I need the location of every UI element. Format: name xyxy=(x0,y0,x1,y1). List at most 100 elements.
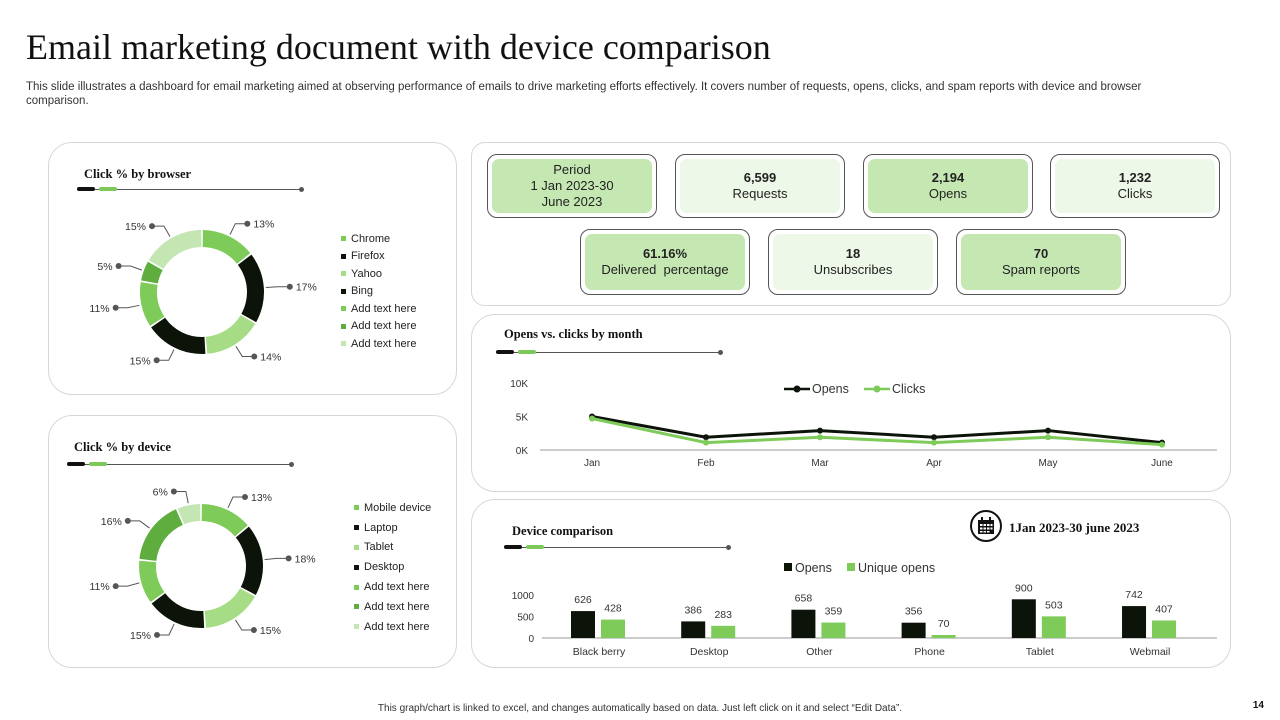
slice-value-label: 6% xyxy=(153,487,168,499)
kpi-delivered-value: 61.16% xyxy=(642,246,688,261)
series-line xyxy=(591,417,1163,447)
donut-slice xyxy=(141,261,163,284)
kpi-spam-label: Spam reports xyxy=(1001,262,1081,277)
leader-line xyxy=(264,557,289,561)
bar-value-label: 503 xyxy=(1045,599,1063,611)
leader-dot xyxy=(154,631,161,638)
leader-dot xyxy=(250,627,257,634)
y-tick-label: 0K xyxy=(516,446,529,457)
legend-item: Add text here xyxy=(354,577,431,597)
x-tick-label: May xyxy=(1039,458,1058,469)
legend-swatch xyxy=(341,341,346,347)
bar xyxy=(901,622,926,638)
page-subtitle: This slide illustrates a dashboard for e… xyxy=(26,81,1142,107)
kpi-period-label: Period xyxy=(553,162,591,177)
y-tick-label: 1000 xyxy=(512,591,535,602)
legend-swatch xyxy=(354,624,359,630)
kpi-requests-value: 6,599 xyxy=(743,170,777,185)
legend-swatch xyxy=(354,564,359,570)
slice-value-label: 14% xyxy=(260,351,281,363)
leader-line xyxy=(157,623,175,636)
bar xyxy=(1011,599,1036,638)
legend-label: Desktop xyxy=(364,561,405,574)
calendar-icon xyxy=(970,510,1002,542)
x-tick-label: Tablet xyxy=(1026,646,1054,658)
bar-value-label: 356 xyxy=(905,606,923,618)
bar-value-label: 900 xyxy=(1015,582,1033,594)
leader-dot xyxy=(124,517,131,524)
x-tick-label: Black berry xyxy=(573,646,626,658)
legend-swatch xyxy=(354,604,359,610)
bar xyxy=(1122,606,1147,638)
legend-swatch xyxy=(784,563,792,571)
opens-clicks-line-chart: 0K 5K 10K Jan Feb Mar Apr May June Opens Clicks xyxy=(510,379,1217,469)
legend-label: Add text here xyxy=(351,320,417,333)
kpi-unsubscribes-value: 18 xyxy=(845,246,861,261)
bar xyxy=(1152,620,1177,638)
bar-value-label: 70 xyxy=(938,618,950,630)
line-point xyxy=(703,439,709,446)
bar-value-label: 359 xyxy=(825,606,843,618)
legend-swatch xyxy=(341,236,346,242)
leader-dot xyxy=(170,488,177,495)
slice-value-label: 13% xyxy=(251,492,272,504)
line-point xyxy=(1045,434,1051,441)
device-comparison-panel: Device comparison 1Jan 2023-30 june 2023… xyxy=(471,499,1231,668)
leader-line xyxy=(118,265,143,271)
device-title-decoration xyxy=(67,461,295,469)
bar xyxy=(711,625,736,638)
donut-slice xyxy=(151,317,206,354)
legend-item: Add text here xyxy=(341,318,416,336)
device-comparison-date: 1Jan 2023-30 june 2023 xyxy=(1009,520,1140,535)
legend-swatch xyxy=(341,288,346,294)
legend-label: Yahoo xyxy=(351,267,382,280)
legend-label: Mobile device xyxy=(364,501,432,514)
legend-label: Opens xyxy=(812,382,849,396)
legend-swatch xyxy=(354,544,359,550)
leader-line xyxy=(115,582,140,587)
x-tick-label: Other xyxy=(806,646,833,658)
leader-dot xyxy=(251,353,258,360)
donut-slice xyxy=(140,282,165,326)
page-title: Email marketing document with device com… xyxy=(26,27,771,67)
line-point xyxy=(931,434,937,441)
bar xyxy=(571,611,595,638)
kpi-panel: Period 1 Jan 2023-30 June 2023 6,599 Req… xyxy=(471,142,1231,306)
line-chart-title: Opens vs. clicks by month xyxy=(504,327,643,341)
slice-value-label: 15% xyxy=(130,355,151,367)
bar xyxy=(681,621,706,638)
legend-label: Add text here xyxy=(351,337,417,350)
leader-line xyxy=(227,496,245,509)
bar-value-label: 407 xyxy=(1155,603,1173,615)
donut-slice xyxy=(139,509,183,561)
kpi-delivered-label: Delivered percentage xyxy=(601,262,729,277)
device-chart-title: Click % by device xyxy=(74,440,171,454)
x-tick-label: Desktop xyxy=(690,646,729,658)
line-title-decoration xyxy=(496,349,724,357)
line-point xyxy=(589,415,595,422)
legend-item: Mobile device xyxy=(354,498,431,518)
kpi-period-end: June 2023 xyxy=(541,194,603,209)
legend-label: Tablet xyxy=(364,541,394,554)
legend-item: Firefox xyxy=(341,248,416,266)
x-tick-label: Mar xyxy=(811,458,829,469)
browser-legend: Chrome Firefox Yahoo Bing Add text here … xyxy=(341,230,416,353)
legend-item: Desktop xyxy=(354,557,431,577)
legend-swatch xyxy=(341,323,346,329)
kpi-period-card: Period 1 Jan 2023-30 June 2023 xyxy=(487,154,657,218)
slice-value-label: 11% xyxy=(89,581,109,593)
series-line xyxy=(591,415,1163,445)
kpi-clicks-value: 1,232 xyxy=(1118,170,1152,185)
leader-dot xyxy=(153,357,160,364)
bar-chart-title: Device comparison xyxy=(512,524,614,538)
leader-dot xyxy=(112,583,119,590)
leader-line xyxy=(265,286,290,289)
bar-title-decoration xyxy=(504,544,732,552)
leader-dot xyxy=(241,494,248,501)
device-panel: Click % by device 13% 18% 15% 15% 11% 16% 6% M… xyxy=(48,415,457,668)
line-point xyxy=(1159,441,1165,448)
kpi-clicks-label: Clicks xyxy=(1117,186,1153,201)
leader-line xyxy=(235,346,255,357)
line-point xyxy=(703,434,709,441)
bar-value-label: 428 xyxy=(604,603,622,615)
